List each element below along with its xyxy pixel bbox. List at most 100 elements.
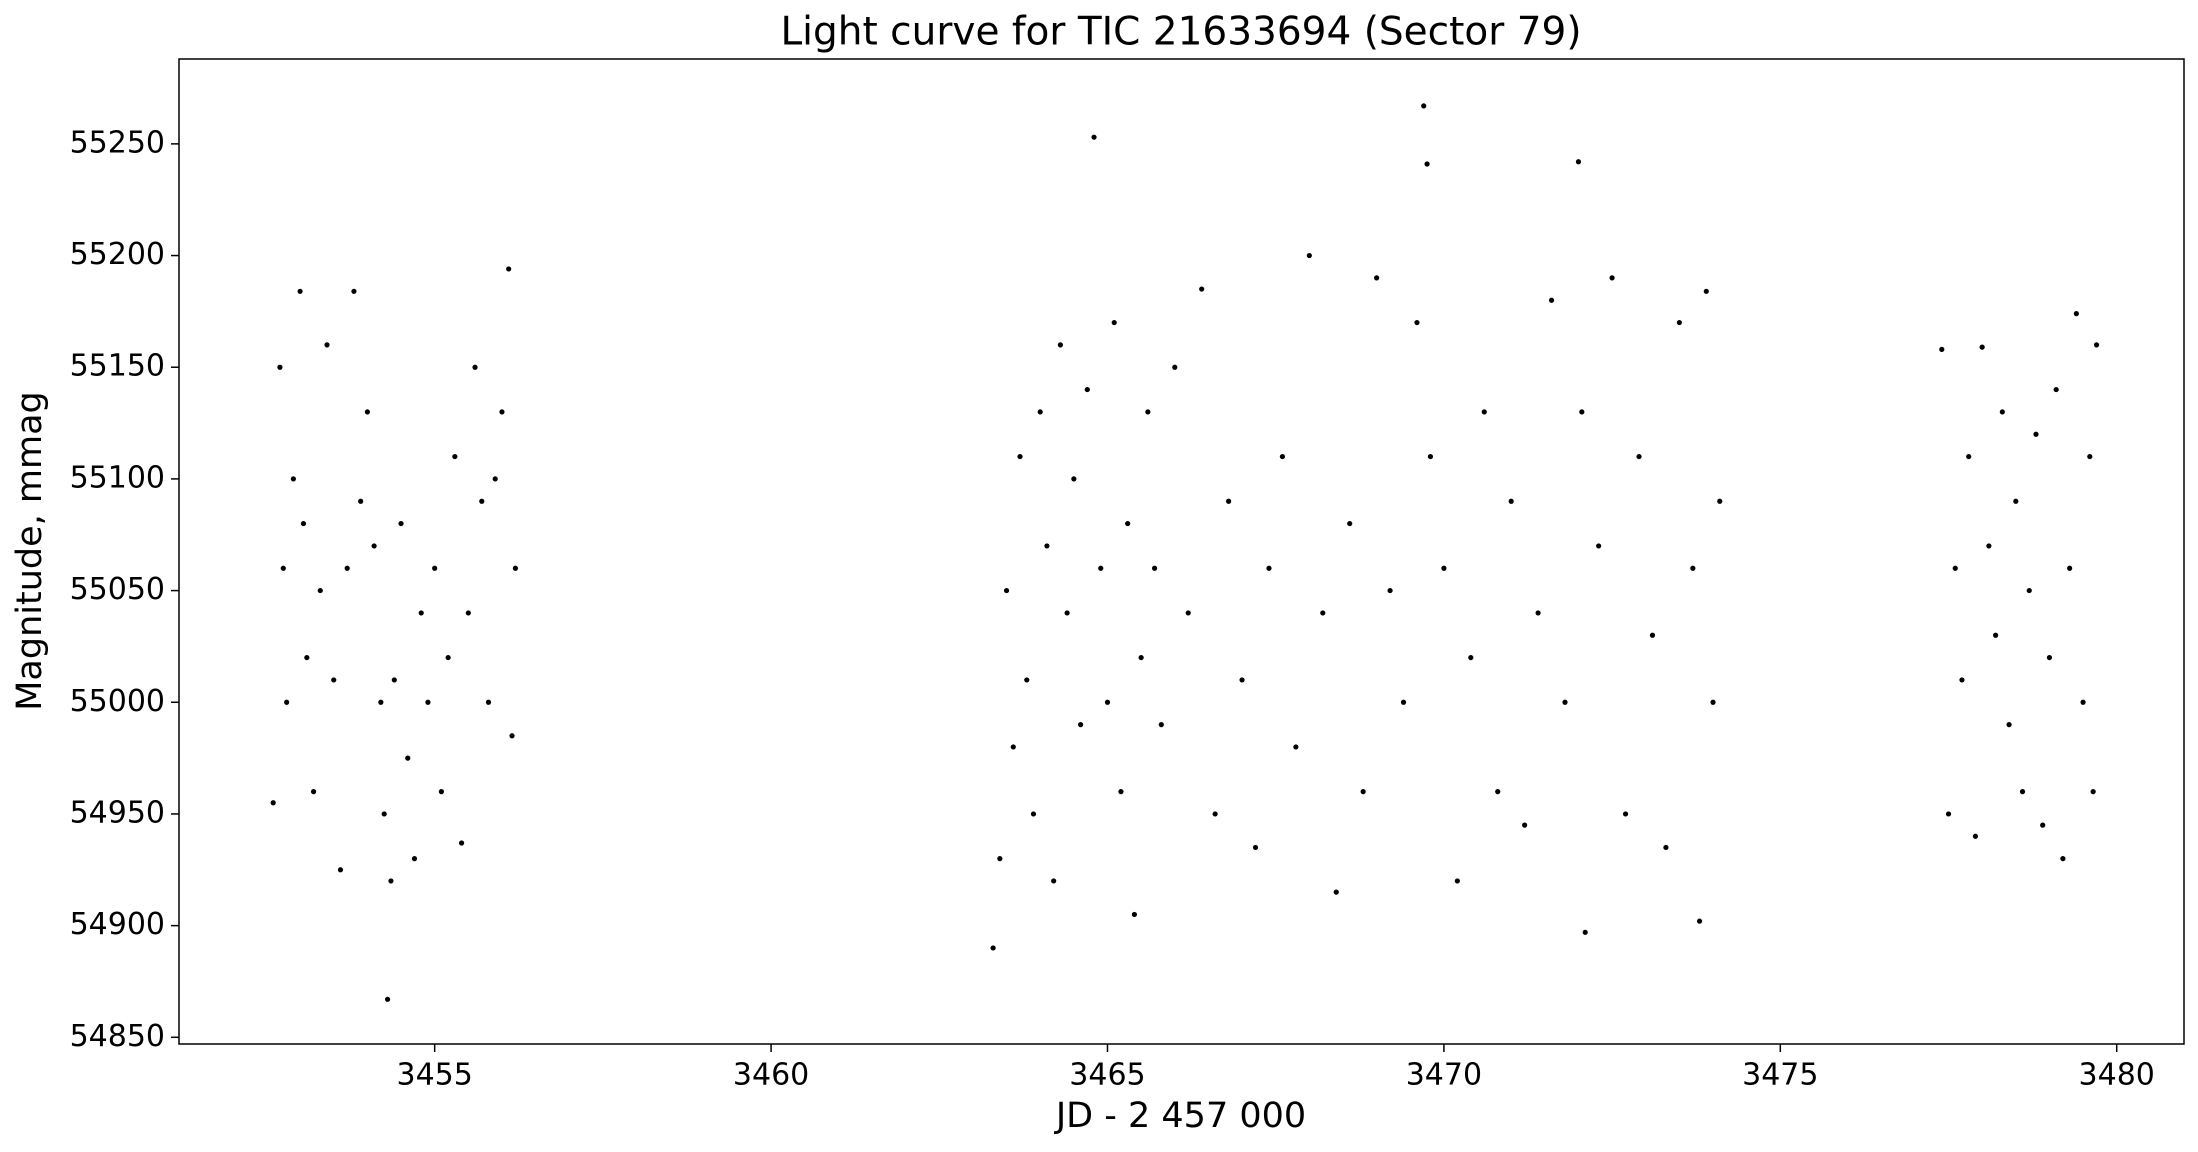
data-point: [300, 520, 307, 527]
data-point: [358, 498, 364, 504]
data-point: [310, 789, 317, 795]
data-point: [1151, 565, 1158, 571]
data-point: [1596, 543, 1602, 549]
data-point: [1676, 319, 1682, 326]
data-point: [512, 565, 519, 571]
data-point: [1636, 453, 1642, 460]
data-point: [270, 800, 276, 806]
data-point: [1690, 565, 1696, 571]
x-tick-label: 3475: [1742, 1058, 1818, 1093]
data-point: [1077, 722, 1084, 728]
data-point: [1185, 610, 1191, 616]
data-point: [1131, 911, 1138, 918]
data-point: [1125, 520, 1131, 527]
data-point: [297, 288, 303, 294]
x-tick-label: 3460: [733, 1058, 809, 1093]
data-point: [1454, 878, 1460, 884]
data-point: [388, 878, 394, 884]
data-point: [1003, 587, 1010, 594]
data-point: [499, 409, 505, 415]
data-point: [1582, 929, 1588, 935]
data-point: [1468, 654, 1474, 661]
data-point: [2006, 722, 2012, 728]
chart-title: Light curve for TIC 21633694 (Sector 79): [780, 10, 1581, 55]
data-point: [1320, 610, 1326, 616]
data-point: [1481, 409, 1487, 415]
data-point: [331, 677, 337, 683]
data-point: [1495, 789, 1501, 795]
data-point: [1279, 453, 1286, 460]
data-point: [479, 498, 485, 504]
y-tick-label: 55250: [70, 125, 165, 160]
data-point: [1051, 878, 1057, 884]
data-point: [391, 677, 397, 683]
data-point: [1972, 833, 1979, 839]
x-axis-label: JD - 2 457 000: [1054, 1096, 1306, 1136]
data-point: [1993, 632, 1999, 638]
data-point: [452, 453, 458, 460]
data-point: [1037, 409, 1043, 415]
y-tick-label: 54900: [70, 907, 165, 942]
data-point: [1609, 275, 1615, 281]
data-point: [1044, 543, 1050, 549]
data-point: [2060, 856, 2066, 862]
plot-frame: [178, 58, 2185, 1045]
y-tick-label: 54950: [70, 795, 165, 830]
data-point: [2090, 789, 2096, 795]
data-point: [1172, 364, 1178, 370]
data-point: [1010, 744, 1016, 750]
data-point: [2073, 311, 2079, 317]
data-point: [1387, 587, 1393, 594]
data-point: [472, 364, 478, 370]
y-tick-label: 55200: [70, 237, 165, 272]
y-tick-label: 55100: [70, 460, 165, 495]
y-tick-label: 55000: [70, 684, 165, 719]
data-point: [344, 565, 350, 571]
x-tick-label: 3470: [1406, 1058, 1482, 1093]
data-point: [1414, 319, 1420, 326]
data-point: [425, 699, 431, 705]
data-point: [1104, 699, 1111, 705]
data-point: [1158, 722, 1164, 728]
data-point: [1400, 699, 1407, 705]
x-tick-label: 3480: [2079, 1058, 2155, 1093]
x-tick-label: 3465: [1069, 1058, 1145, 1093]
data-point: [1360, 789, 1366, 795]
data-point: [1999, 409, 2005, 415]
data-point: [1703, 288, 1709, 294]
data-point: [1138, 654, 1144, 661]
data-point: [1057, 342, 1063, 348]
data-point: [371, 543, 377, 549]
data-point: [1575, 159, 1582, 165]
y-axis-label: Magnitude, mmag: [10, 391, 50, 711]
data-point: [2046, 654, 2053, 661]
data-point: [997, 856, 1003, 862]
data-point: [1710, 699, 1716, 705]
data-point: [364, 409, 370, 415]
data-point: [398, 520, 404, 527]
data-point: [438, 789, 444, 795]
data-point: [1663, 844, 1669, 851]
data-point: [1421, 103, 1427, 109]
data-point: [304, 654, 310, 661]
data-point: [280, 565, 286, 571]
data-point: [317, 587, 323, 594]
data-point: [1522, 822, 1528, 828]
data-point: [411, 856, 418, 862]
data-point: [1293, 744, 1299, 750]
data-point: [445, 654, 451, 661]
data-point: [2087, 453, 2093, 460]
data-point: [1979, 344, 1985, 350]
data-point: [1347, 520, 1353, 527]
data-point: [1441, 565, 1447, 571]
data-point: [2067, 565, 2073, 571]
data-point: [1225, 498, 1232, 504]
data-point: [1084, 386, 1090, 393]
data-point: [458, 840, 465, 846]
data-point: [381, 811, 387, 817]
data-point: [1424, 161, 1430, 167]
data-point: [1145, 409, 1151, 415]
data-point: [1622, 811, 1629, 817]
